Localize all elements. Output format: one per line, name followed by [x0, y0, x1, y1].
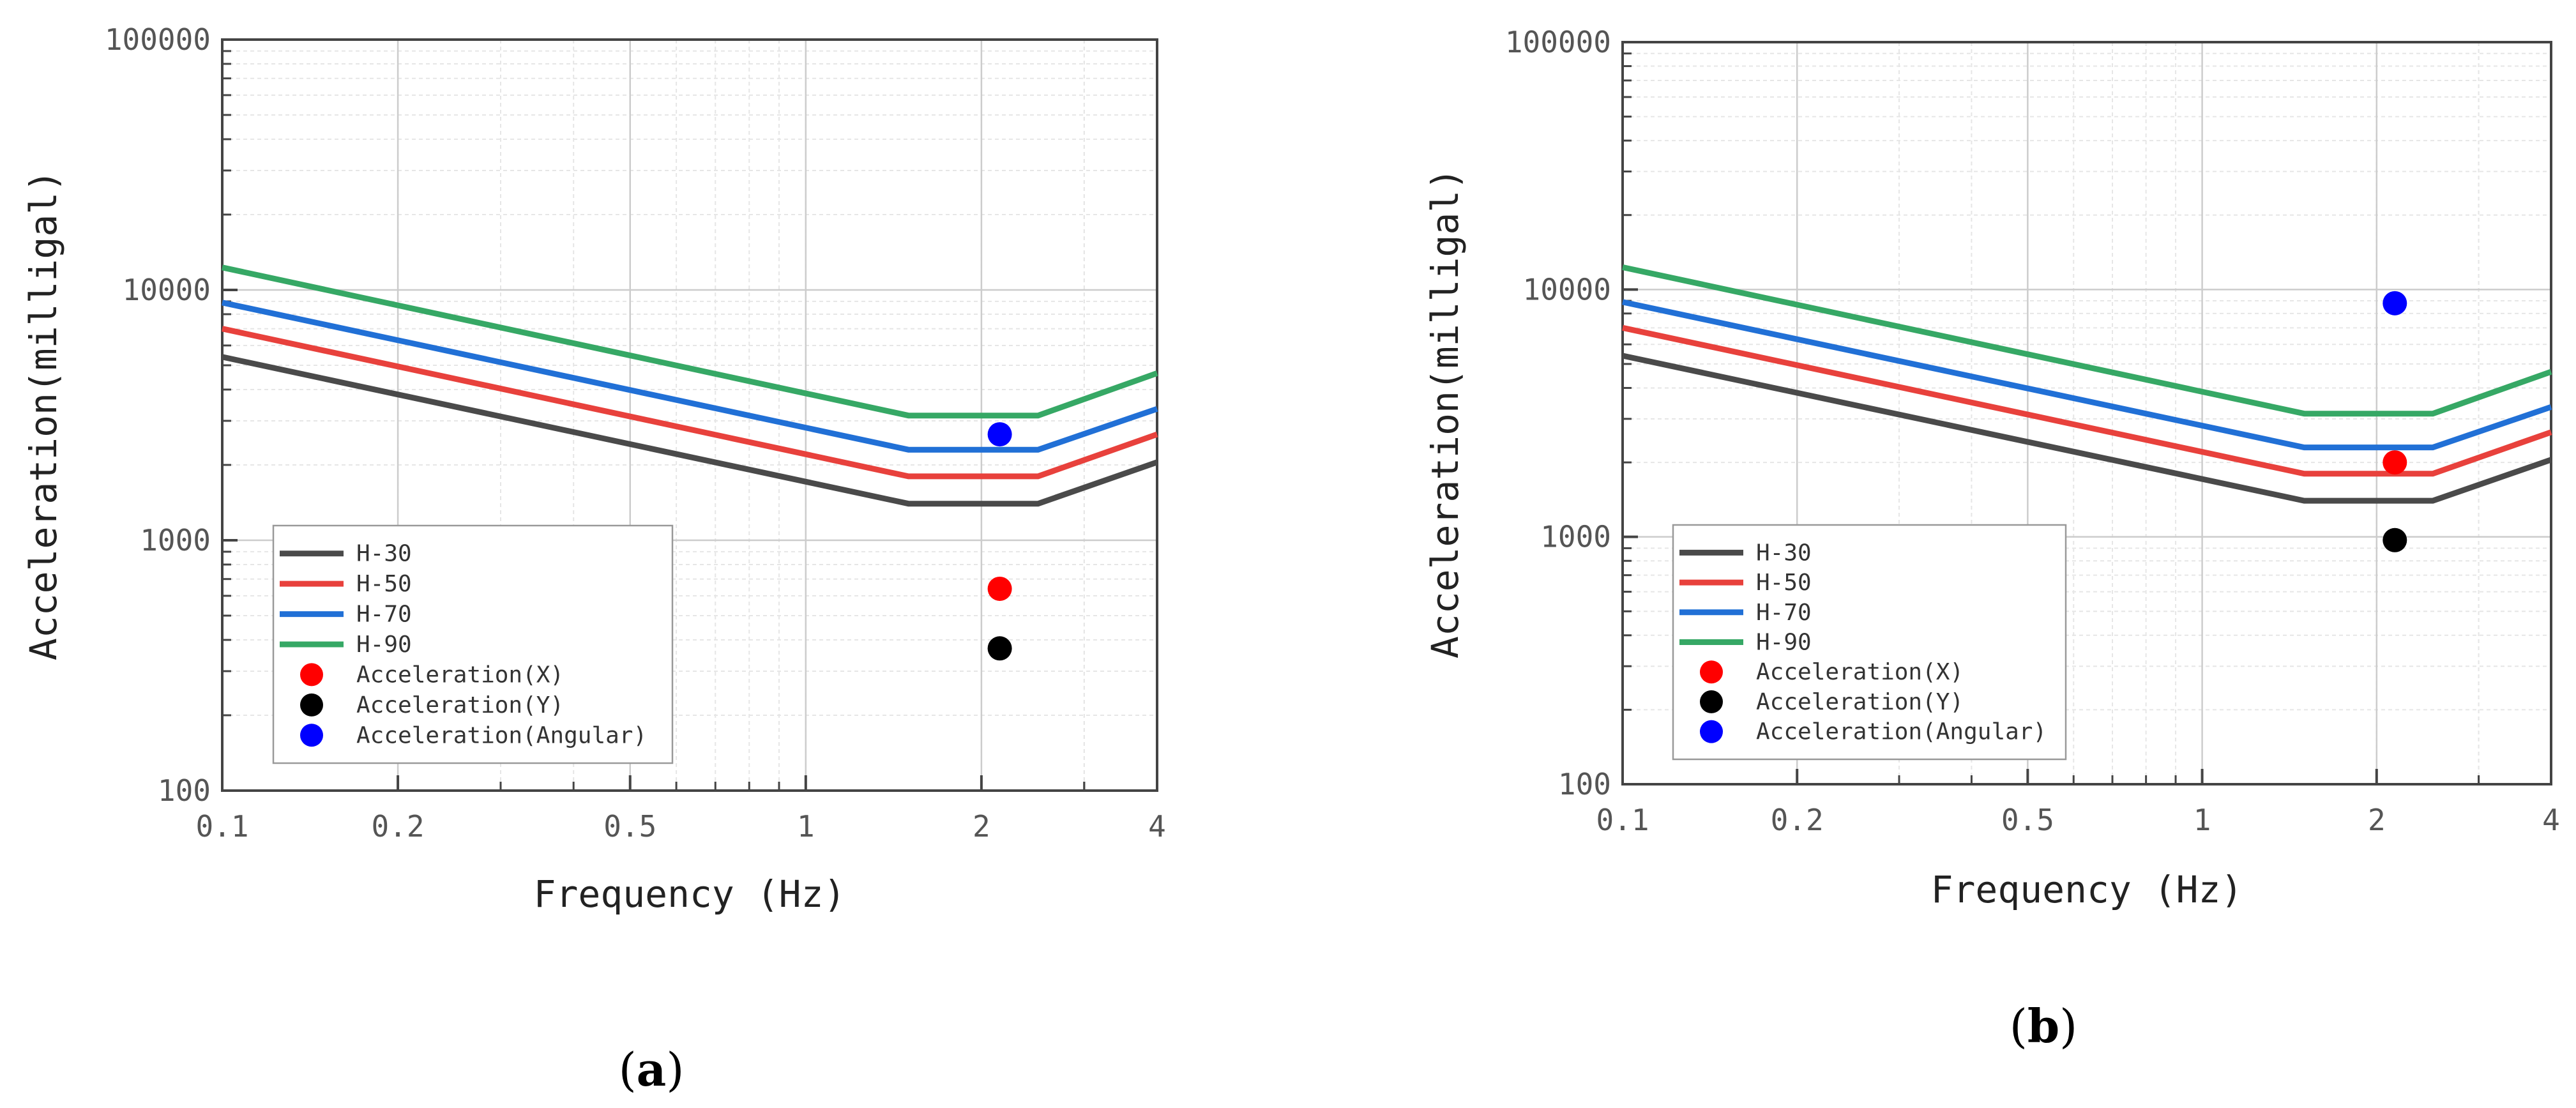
data-point-acceleration-x: [987, 576, 1012, 601]
data-point-acceleration-y: [2383, 527, 2407, 552]
legend-marker: [1700, 690, 1723, 713]
x-tick-label: 1: [797, 809, 815, 844]
y-tick-label: 100000: [105, 22, 211, 57]
series-line-h-70: [1622, 299, 2552, 451]
data-point-acceleration-x: [2383, 450, 2407, 475]
panel-label: (a): [619, 1042, 685, 1097]
x-tick-label: 1: [2193, 803, 2211, 837]
x-axis-title: Frequency (Hz): [1931, 868, 2243, 911]
series-line-h-70: [222, 300, 1158, 453]
x-tick-label: 0.1: [195, 809, 248, 844]
legend-label: H-30: [1756, 540, 1812, 566]
plot-frame: [221, 38, 1158, 792]
x-tick-label: 0.2: [372, 809, 425, 844]
legend: H-30 H-50 H-70 H-90 Acceleration(X) Accelerat…: [272, 524, 674, 764]
legend-marker: [1700, 660, 1723, 684]
x-tick-label: 2: [2368, 803, 2386, 837]
y-axis-title: Acceleration(milligal): [1423, 168, 1467, 658]
series-line-h-30: [222, 354, 1158, 507]
y-tick-label: 100000: [1505, 25, 1611, 59]
series-line-h-30: [1622, 353, 2552, 504]
chart-panel-a: 0.1 0.2 0.5 1 2 4 100 1000 10000 100000 Frequency …: [22, 22, 1166, 1097]
legend-label: H-50: [356, 571, 412, 597]
legend-marker: [300, 693, 323, 717]
x-axis-title: Frequency (Hz): [534, 872, 846, 916]
x-tick-label: 4: [1148, 809, 1166, 844]
legend: H-30 H-50 H-70 H-90 Acceleration(X) Accelerat…: [1672, 524, 2067, 761]
legend-marker: [300, 663, 323, 687]
legend-label: Acceleration(Y): [1756, 689, 1964, 715]
legend-label: Acceleration(Angular): [356, 722, 647, 748]
legend-label: Acceleration(X): [1756, 659, 1964, 685]
series-line-h-50: [222, 326, 1158, 480]
y-tick-label: 1000: [1540, 520, 1611, 554]
y-tick-label: 10000: [123, 273, 211, 307]
legend-label: H-30: [356, 541, 412, 567]
legend-marker: [300, 724, 323, 747]
legend-label: H-70: [356, 602, 412, 628]
legend-marker: [1700, 720, 1723, 743]
panel-label: (b): [2010, 999, 2078, 1053]
x-tick-label: 0.5: [603, 809, 656, 844]
x-tick-label: 0.1: [1596, 803, 1649, 837]
grid: [221, 38, 1158, 792]
plot-frame: [1621, 41, 2552, 785]
series-line-h-90: [1622, 264, 2552, 417]
legend-label: H-90: [1756, 630, 1812, 656]
y-tick-label: 100: [1558, 767, 1611, 801]
legend-label: Acceleration(X): [356, 662, 564, 688]
legend-label: H-70: [1756, 600, 1812, 626]
chart-panel-b: 0.1 0.2 0.5 1 2 4 100 1000 10000 100000 Frequency …: [1423, 25, 2560, 1053]
series-line-h-90: [222, 264, 1158, 419]
x-tick-label: 0.5: [2001, 803, 2054, 837]
legend-label: H-90: [356, 632, 412, 658]
legend-label: Acceleration(Angular): [1756, 719, 2047, 745]
y-tick-label: 10000: [1523, 272, 1611, 307]
legend-label: H-50: [1756, 570, 1812, 596]
y-axis-title: Acceleration(milligal): [22, 170, 65, 660]
data-point-acceleration-y: [987, 636, 1012, 661]
x-tick-label: 2: [973, 809, 990, 844]
legend-label: Acceleration(Y): [356, 692, 564, 718]
y-tick-label: 100: [158, 773, 211, 808]
y-tick-label: 1000: [140, 523, 211, 558]
x-tick-label: 4: [2542, 803, 2560, 837]
data-point-acceleration-angular: [987, 422, 1012, 447]
series-line-h-50: [1622, 324, 2552, 477]
data-point-acceleration-angular: [2383, 291, 2407, 315]
x-tick-label: 0.2: [1771, 803, 1824, 837]
